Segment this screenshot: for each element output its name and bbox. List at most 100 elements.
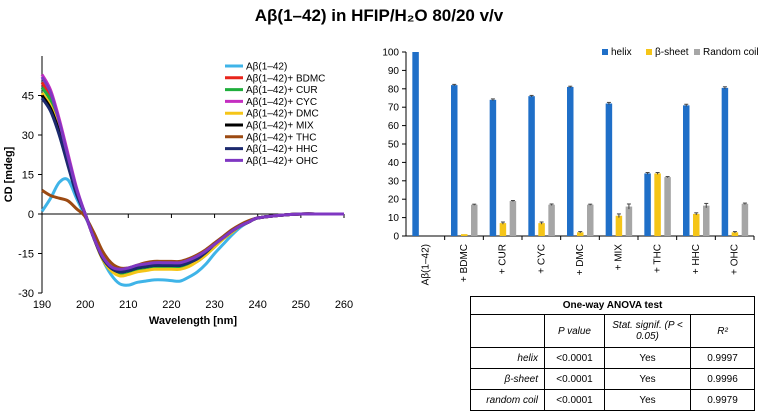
y-tick-label: 80 <box>388 84 400 95</box>
anova-p-value: <0.0001 <box>544 368 605 390</box>
category-label: + CUR <box>498 244 509 274</box>
y-tick-label: 0 <box>393 232 399 243</box>
bar <box>548 204 555 236</box>
anova-row-label: helix <box>470 347 545 369</box>
y-tick-label: 70 <box>388 103 400 114</box>
bar <box>528 96 535 236</box>
anova-caption: One-way ANOVA test <box>469 296 756 315</box>
bar <box>741 203 749 236</box>
table-row: random coil <0.0001 Yes 0.9979 <box>470 389 756 411</box>
bar <box>412 52 419 236</box>
anova-header-blank <box>470 314 545 348</box>
bar <box>693 213 700 236</box>
legend-swatch <box>646 49 652 55</box>
figure-title: Aβ(1–42) in HFIP/H₂O 80/20 v/v <box>254 6 504 25</box>
legend-label: helix <box>611 47 632 58</box>
x-tick-label: 250 <box>292 299 310 311</box>
bar <box>509 201 517 236</box>
y-tick-label: -30 <box>18 288 34 300</box>
y-tick-label: 0 <box>28 209 34 221</box>
y-tick-label: 100 <box>382 48 399 59</box>
anova-row-label: β-sheet <box>470 368 545 390</box>
bar <box>489 99 497 236</box>
bar <box>471 204 478 236</box>
category-label: + DMC <box>575 244 586 275</box>
anova-signif: Yes <box>604 347 691 369</box>
bar <box>703 205 710 236</box>
anova-r2: 0.9996 <box>689 368 756 390</box>
legend-swatch <box>694 49 700 55</box>
anova-row-label: random coil <box>470 389 545 411</box>
category-label: + THC <box>652 244 663 273</box>
y-tick-label: 30 <box>22 130 34 142</box>
anova-header-signif: Stat. signif. (P < 0.05) <box>604 314 691 348</box>
legend-label: Aβ(1–42)+ CYC <box>246 97 317 108</box>
legend-label: Aβ(1–42)+ CUR <box>246 85 318 96</box>
category-label: + MIX <box>614 244 625 271</box>
y-tick-label: 50 <box>388 140 400 151</box>
bar <box>644 173 651 236</box>
bar <box>461 234 468 236</box>
y-tick-label: 20 <box>388 195 400 206</box>
x-tick-label: 220 <box>162 299 180 311</box>
anova-signif: Yes <box>604 389 691 411</box>
bar <box>587 204 594 236</box>
category-label: + BDMC <box>459 244 470 282</box>
y-tick-label: 30 <box>388 176 400 187</box>
x-tick-label: 230 <box>205 299 223 311</box>
category-label: + OHC <box>730 244 741 275</box>
x-tick-label: 190 <box>33 299 51 311</box>
legend-label: Aβ(1–42)+ OHC <box>246 156 318 167</box>
y-tick-label: 15 <box>22 170 34 182</box>
x-tick-label: 210 <box>119 299 137 311</box>
series-line <box>40 177 344 287</box>
x-axis-label: Wavelength [nm] <box>149 315 238 327</box>
legend-label: β-sheet <box>655 47 689 58</box>
x-tick-label: 260 <box>335 299 353 311</box>
legend-label: Random coil <box>703 47 758 58</box>
y-tick-label: 90 <box>388 66 400 77</box>
bar <box>664 177 671 236</box>
anova-p-value: <0.0001 <box>544 347 605 369</box>
legend-label: Aβ(1–42) <box>246 62 287 73</box>
anova-signif: Yes <box>604 368 691 390</box>
bar <box>577 232 584 236</box>
bar <box>451 85 458 236</box>
y-tick-label: 40 <box>388 158 400 169</box>
bar <box>683 105 690 236</box>
anova-header-r2: R² <box>689 314 756 348</box>
legend-label: Aβ(1–42)+ MIX <box>246 121 314 132</box>
y-tick-label: 45 <box>22 91 34 103</box>
bar <box>731 232 739 236</box>
legend-label: Aβ(1–42)+ BDMC <box>246 73 325 84</box>
y-axis-label: CD [mdeg] <box>3 146 15 202</box>
bar <box>721 87 729 236</box>
x-tick-label: 200 <box>76 299 94 311</box>
category-label: Aβ(1–42) <box>420 244 431 285</box>
legend-label: Aβ(1–42)+ DMC <box>246 109 319 120</box>
bar <box>615 215 623 236</box>
legend-swatch <box>602 49 608 55</box>
bar <box>654 173 661 236</box>
legend-label: Aβ(1–42)+ HHC <box>246 144 318 155</box>
y-tick-label: 60 <box>388 121 400 132</box>
anova-r2: 0.9979 <box>689 389 756 411</box>
y-tick-label: 10 <box>388 213 400 224</box>
anova-r2: 0.9997 <box>689 347 756 369</box>
secondary-structure-bar-chart: 0 10 20 30 40 50 60 70 80 90 100 Aβ(1–42) + BDMC + CU… <box>382 47 758 285</box>
anova-p-value: <0.0001 <box>544 389 605 411</box>
anova-table: One-way ANOVA test P value Stat. signif.… <box>469 296 756 411</box>
table-row: β-sheet <0.0001 Yes 0.9996 <box>470 368 756 390</box>
x-tick-label: 240 <box>249 299 267 311</box>
bar <box>499 223 507 236</box>
bar <box>625 206 633 236</box>
table-row: helix <0.0001 Yes 0.9997 <box>470 347 756 369</box>
anova-header-p: P value <box>544 314 605 348</box>
category-label: + HHC <box>691 244 702 274</box>
legend-label: Aβ(1–42)+ THC <box>246 132 317 143</box>
category-label: + CYC <box>536 244 547 274</box>
bar <box>567 86 574 237</box>
y-tick-label: -15 <box>18 249 34 261</box>
series-line <box>40 76 344 271</box>
